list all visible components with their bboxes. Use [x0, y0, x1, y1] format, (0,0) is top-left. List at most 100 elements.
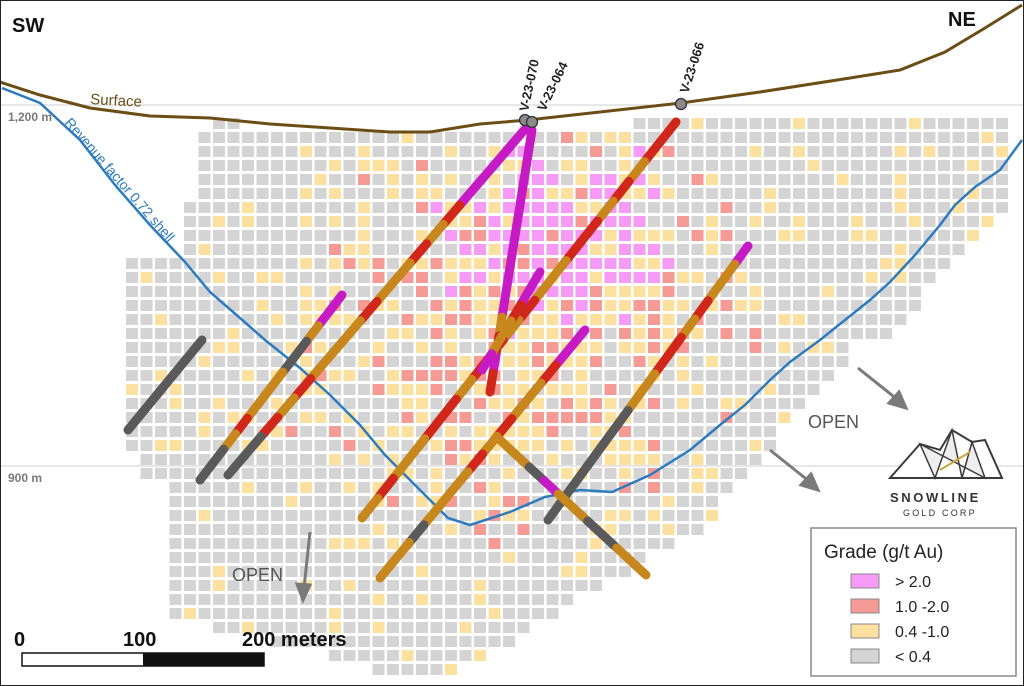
- grade-block: [633, 510, 646, 521]
- grade-block: [459, 216, 472, 227]
- grade-block: [851, 146, 863, 157]
- grade-block: [546, 258, 559, 269]
- grade-block: [445, 636, 457, 647]
- grade-block: [198, 258, 211, 269]
- grade-block: [445, 454, 457, 465]
- grade-block: [169, 468, 182, 479]
- grade-block: [488, 314, 501, 325]
- grade-block: [764, 174, 776, 185]
- grade-block: [459, 580, 472, 591]
- grade-block: [503, 608, 515, 619]
- grade-block: [923, 146, 936, 157]
- grade-block: [358, 356, 370, 367]
- grade-block: [343, 342, 356, 353]
- grade-block: [503, 398, 515, 409]
- grade-block: [213, 426, 225, 437]
- grade-block: [865, 202, 878, 213]
- grade-block: [532, 300, 544, 311]
- grade-block: [807, 384, 820, 395]
- grade-block: [619, 146, 631, 157]
- grade-block: [126, 356, 138, 367]
- grade-block: [329, 286, 341, 297]
- grade-block: [604, 468, 617, 479]
- grade-block: [401, 664, 414, 675]
- grade-block: [358, 440, 370, 451]
- grade-block: [459, 538, 472, 549]
- grade-block: [343, 216, 356, 227]
- grade-block: [430, 216, 443, 227]
- grade-block: [633, 482, 646, 493]
- grade-block: [184, 468, 196, 479]
- grade-block: [445, 258, 457, 269]
- grade-block: [285, 636, 298, 647]
- grade-block: [923, 272, 936, 283]
- grade-block: [909, 202, 921, 213]
- grade-block: [445, 650, 457, 661]
- grade-block: [662, 258, 675, 269]
- grade-block: [575, 552, 588, 563]
- grade-block: [314, 538, 327, 549]
- grade-block: [358, 594, 370, 605]
- grade-block: [706, 258, 718, 269]
- grade-block: [517, 272, 530, 283]
- grade-block: [735, 384, 747, 395]
- grade-block: [198, 538, 211, 549]
- grade-block: [445, 510, 457, 521]
- grade-block: [923, 118, 936, 129]
- grade-block: [836, 300, 849, 311]
- grade-block: [271, 636, 283, 647]
- grade-block: [372, 566, 385, 577]
- grade-block: [923, 216, 936, 227]
- grade-block: [474, 146, 486, 157]
- grade-block: [981, 160, 994, 171]
- grade-block: [242, 216, 254, 227]
- grade-block: [488, 468, 501, 479]
- grade-block: [285, 188, 298, 199]
- grade-block: [430, 160, 443, 171]
- grade-block: [430, 524, 443, 535]
- grade-block: [474, 524, 486, 535]
- grade-block: [880, 244, 892, 255]
- grade-block: [227, 538, 240, 549]
- grade-block: [778, 314, 791, 325]
- grade-block: [140, 356, 153, 367]
- grade-block: [517, 440, 530, 451]
- grade-block: [416, 482, 428, 493]
- grade-block: [764, 258, 776, 269]
- grade-block: [314, 160, 327, 171]
- grade-block: [329, 398, 341, 409]
- grade-block: [126, 384, 138, 395]
- grade-block: [648, 482, 660, 493]
- grade-block: [474, 650, 486, 661]
- grade-block: [227, 594, 240, 605]
- grade-block: [720, 342, 733, 353]
- grade-block: [459, 496, 472, 507]
- grade-block: [445, 342, 457, 353]
- grade-block: [778, 384, 791, 395]
- grade-block: [575, 286, 588, 297]
- grade-block: [256, 412, 269, 423]
- grade-block: [488, 258, 501, 269]
- grade-block: [778, 118, 791, 129]
- grade-block: [242, 300, 254, 311]
- grade-block: [633, 132, 646, 143]
- grade-block: [445, 328, 457, 339]
- grade-block: [633, 286, 646, 297]
- grade-block: [387, 608, 399, 619]
- grade-block: [749, 286, 762, 297]
- grade-block: [720, 398, 733, 409]
- grade-block: [300, 286, 312, 297]
- grade-block: [430, 426, 443, 437]
- grade-block: [532, 496, 544, 507]
- grade-block: [517, 342, 530, 353]
- grade-block: [314, 594, 327, 605]
- grade-block: [590, 552, 602, 563]
- legend-label-04-1: 0.4 -1.0: [895, 624, 949, 641]
- grade-block: [285, 370, 298, 381]
- grade-block: [938, 202, 950, 213]
- grade-block: [416, 496, 428, 507]
- grade-block: [633, 188, 646, 199]
- grade-block: [169, 314, 182, 325]
- grade-block: [184, 216, 196, 227]
- grade-block: [894, 174, 907, 185]
